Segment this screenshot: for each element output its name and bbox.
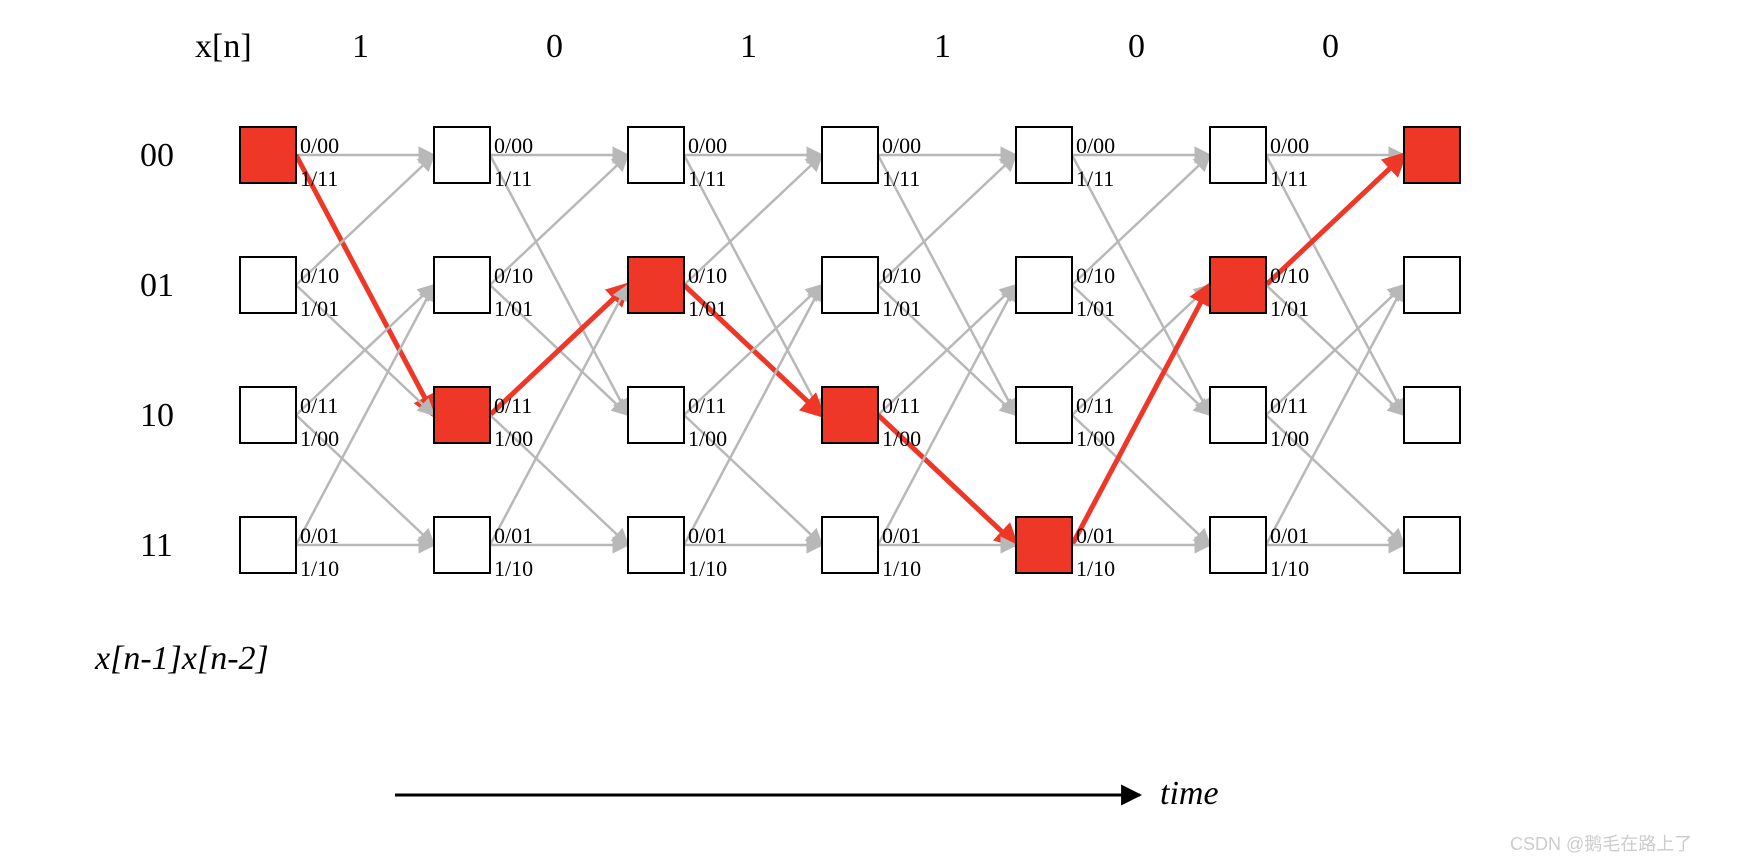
state-node <box>434 517 490 573</box>
transition-label: 0/11 1/00 <box>494 389 533 455</box>
state-node <box>1210 127 1266 183</box>
state-node <box>434 257 490 313</box>
state-notation-label: x[n-1]x[n-2] <box>95 640 269 678</box>
transition-label: 0/01 1/10 <box>1076 519 1115 585</box>
transition-label: 0/10 1/01 <box>494 259 533 325</box>
transition-label: 0/10 1/01 <box>1076 259 1115 325</box>
state-node-active <box>822 387 878 443</box>
transition-label: 0/10 1/01 <box>1270 259 1309 325</box>
watermark: CSDN @鹅毛在路上了 <box>1510 830 1692 856</box>
state-node <box>240 387 296 443</box>
time-axis-label: time <box>1160 775 1219 813</box>
trellis-svg <box>0 0 1740 865</box>
state-node <box>822 517 878 573</box>
state-node <box>1016 257 1072 313</box>
state-node <box>628 127 684 183</box>
state-node <box>1210 517 1266 573</box>
state-node <box>434 127 490 183</box>
state-node <box>1016 127 1072 183</box>
state-node <box>240 257 296 313</box>
state-label: 10 <box>140 397 174 435</box>
state-node <box>1210 387 1266 443</box>
header-input: 1 <box>934 28 951 66</box>
transition-label: 0/01 1/10 <box>300 519 339 585</box>
state-node <box>240 517 296 573</box>
state-node <box>1016 387 1072 443</box>
state-node-active <box>1404 127 1460 183</box>
header-input: 1 <box>740 28 757 66</box>
transition-label: 0/00 1/11 <box>300 129 339 195</box>
transition-label: 0/10 1/01 <box>882 259 921 325</box>
state-label: 01 <box>140 267 174 305</box>
state-node-active <box>434 387 490 443</box>
transition-label: 0/01 1/10 <box>882 519 921 585</box>
state-node-active <box>240 127 296 183</box>
transition-label: 0/00 1/11 <box>882 129 921 195</box>
header-prefix: x[n] <box>195 28 252 66</box>
header-input: 0 <box>546 28 563 66</box>
transition-label: 0/11 1/00 <box>1076 389 1115 455</box>
state-node-active <box>1210 257 1266 313</box>
transition-label: 0/00 1/11 <box>688 129 727 195</box>
transition-label: 0/10 1/01 <box>300 259 339 325</box>
transition-label: 0/00 1/11 <box>494 129 533 195</box>
state-node <box>628 387 684 443</box>
transition-label: 0/01 1/10 <box>494 519 533 585</box>
state-label: 00 <box>140 137 174 175</box>
transition-label: 0/11 1/00 <box>300 389 339 455</box>
transition-label: 0/11 1/00 <box>1270 389 1309 455</box>
state-node-active <box>628 257 684 313</box>
transition-label: 0/00 1/11 <box>1076 129 1115 195</box>
state-node <box>1404 257 1460 313</box>
transition-label: 0/11 1/00 <box>688 389 727 455</box>
transition-label: 0/01 1/10 <box>688 519 727 585</box>
header-input: 0 <box>1322 28 1339 66</box>
state-node <box>822 257 878 313</box>
state-node <box>1404 387 1460 443</box>
transition-label: 0/10 1/01 <box>688 259 727 325</box>
state-node <box>822 127 878 183</box>
transition-label: 0/00 1/11 <box>1270 129 1309 195</box>
header-input: 0 <box>1128 28 1145 66</box>
state-node <box>628 517 684 573</box>
trellis-diagram: x[n]10110000011011x[n-1]x[n-2]timeCSDN @… <box>0 0 1740 865</box>
transition-label: 0/11 1/00 <box>882 389 921 455</box>
transition-label: 0/01 1/10 <box>1270 519 1309 585</box>
state-node-active <box>1016 517 1072 573</box>
header-input: 1 <box>352 28 369 66</box>
state-node <box>1404 517 1460 573</box>
state-label: 11 <box>140 527 173 565</box>
